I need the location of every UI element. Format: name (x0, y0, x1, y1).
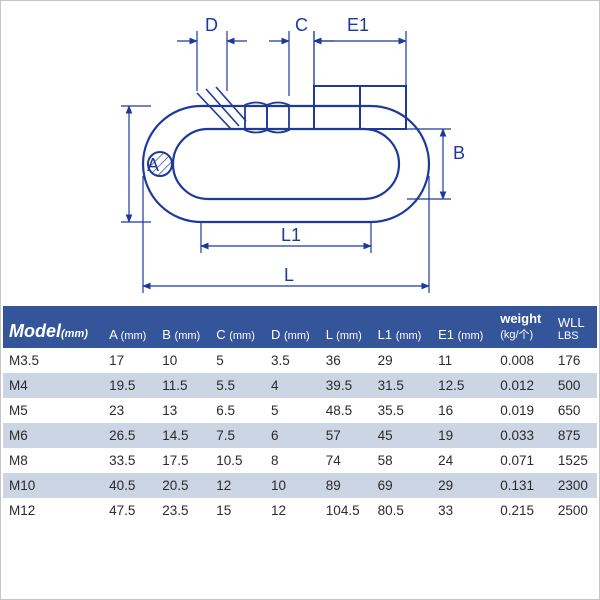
cell-C: 6.5 (210, 398, 265, 423)
cell-A: 33.5 (103, 448, 156, 473)
cell-A: 40.5 (103, 473, 156, 498)
table-row: M523136.5548.535.5160.019650 (3, 398, 597, 423)
cell-L1: 31.5 (372, 373, 433, 398)
cell-L1: 35.5 (372, 398, 433, 423)
table-row: M1247.523.51512104.580.5330.2152500 (3, 498, 597, 523)
col-weight: weight(kg/个) (494, 306, 552, 348)
cell-weight: 0.215 (494, 498, 552, 523)
col-A: A (mm) (103, 306, 156, 348)
cell-D: 5 (265, 398, 320, 423)
cell-model: M8 (3, 448, 103, 473)
cell-wll: 1525 (552, 448, 597, 473)
spec-table: Model(mm)A (mm)B (mm)C (mm)D (mm)L (mm)L… (3, 306, 597, 523)
diagram-label-c: C (295, 15, 308, 35)
col-B: B (mm) (156, 306, 210, 348)
diagram-label-a: A (147, 155, 159, 175)
cell-L1: 69 (372, 473, 433, 498)
cell-L1: 29 (372, 348, 433, 373)
cell-B: 10 (156, 348, 210, 373)
cell-D: 8 (265, 448, 320, 473)
cell-D: 12 (265, 498, 320, 523)
cell-D: 3.5 (265, 348, 320, 373)
cell-E1: 24 (432, 448, 494, 473)
cell-D: 6 (265, 423, 320, 448)
cell-C: 10.5 (210, 448, 265, 473)
cell-L: 48.5 (320, 398, 372, 423)
diagram-label-e1: E1 (347, 15, 369, 35)
cell-L: 104.5 (320, 498, 372, 523)
col-C: C (mm) (210, 306, 265, 348)
cell-L1: 80.5 (372, 498, 433, 523)
cell-B: 20.5 (156, 473, 210, 498)
cell-model: M4 (3, 373, 103, 398)
cell-L: 74 (320, 448, 372, 473)
cell-A: 47.5 (103, 498, 156, 523)
cell-wll: 2300 (552, 473, 597, 498)
cell-D: 4 (265, 373, 320, 398)
cell-weight: 0.033 (494, 423, 552, 448)
cell-C: 15 (210, 498, 265, 523)
cell-model: M3.5 (3, 348, 103, 373)
cell-B: 13 (156, 398, 210, 423)
cell-model: M12 (3, 498, 103, 523)
col-model: Model(mm) (3, 306, 103, 348)
cell-C: 12 (210, 473, 265, 498)
cell-model: M6 (3, 423, 103, 448)
col-E1: E1 (mm) (432, 306, 494, 348)
diagram-label-l1: L1 (281, 225, 301, 245)
cell-wll: 176 (552, 348, 597, 373)
cell-C: 7.5 (210, 423, 265, 448)
table-header-row: Model(mm)A (mm)B (mm)C (mm)D (mm)L (mm)L… (3, 306, 597, 348)
cell-E1: 16 (432, 398, 494, 423)
cell-B: 23.5 (156, 498, 210, 523)
cell-model: M10 (3, 473, 103, 498)
col-wll: WLLLBS (552, 306, 597, 348)
col-L: L (mm) (320, 306, 372, 348)
table-row: M419.511.55.5439.531.512.50.012500 (3, 373, 597, 398)
cell-C: 5 (210, 348, 265, 373)
cell-model: M5 (3, 398, 103, 423)
cell-weight: 0.019 (494, 398, 552, 423)
cell-wll: 2500 (552, 498, 597, 523)
cell-B: 14.5 (156, 423, 210, 448)
diagram-label-d: D (205, 15, 218, 35)
cell-A: 23 (103, 398, 156, 423)
cell-A: 19.5 (103, 373, 156, 398)
cell-L: 36 (320, 348, 372, 373)
dimension-diagram: A B C D E1 L1 L (1, 1, 600, 306)
col-L1: L1 (mm) (372, 306, 433, 348)
cell-weight: 0.131 (494, 473, 552, 498)
table-row: M833.517.510.587458240.0711525 (3, 448, 597, 473)
col-D: D (mm) (265, 306, 320, 348)
cell-E1: 11 (432, 348, 494, 373)
cell-C: 5.5 (210, 373, 265, 398)
diagram-label-l: L (284, 265, 294, 285)
cell-L1: 58 (372, 448, 433, 473)
cell-A: 17 (103, 348, 156, 373)
cell-E1: 29 (432, 473, 494, 498)
cell-D: 10 (265, 473, 320, 498)
cell-E1: 19 (432, 423, 494, 448)
cell-L1: 45 (372, 423, 433, 448)
table-row: M626.514.57.565745190.033875 (3, 423, 597, 448)
cell-weight: 0.008 (494, 348, 552, 373)
cell-B: 11.5 (156, 373, 210, 398)
cell-weight: 0.012 (494, 373, 552, 398)
table-row: M1040.520.512108969290.1312300 (3, 473, 597, 498)
table-row: M3.5171053.53629110.008176 (3, 348, 597, 373)
diagram-label-b: B (453, 143, 465, 163)
cell-weight: 0.071 (494, 448, 552, 473)
spec-table-container: Model(mm)A (mm)B (mm)C (mm)D (mm)L (mm)L… (3, 306, 597, 523)
cell-E1: 12.5 (432, 373, 494, 398)
cell-L: 89 (320, 473, 372, 498)
cell-B: 17.5 (156, 448, 210, 473)
cell-wll: 875 (552, 423, 597, 448)
cell-E1: 33 (432, 498, 494, 523)
cell-A: 26.5 (103, 423, 156, 448)
cell-L: 39.5 (320, 373, 372, 398)
cell-wll: 500 (552, 373, 597, 398)
cell-wll: 650 (552, 398, 597, 423)
cell-L: 57 (320, 423, 372, 448)
